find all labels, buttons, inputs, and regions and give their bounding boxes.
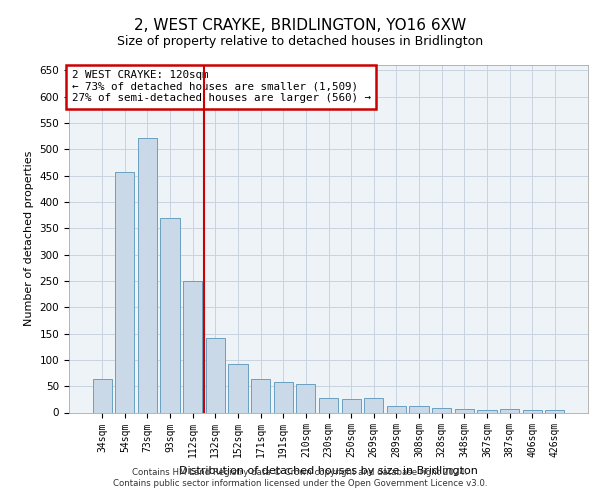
Text: 2, WEST CRAYKE, BRIDLINGTON, YO16 6XW: 2, WEST CRAYKE, BRIDLINGTON, YO16 6XW bbox=[134, 18, 466, 32]
Bar bbox=[500, 409, 519, 412]
X-axis label: Distribution of detached houses by size in Bridlington: Distribution of detached houses by size … bbox=[179, 466, 478, 476]
Text: 2 WEST CRAYKE: 120sqm
← 73% of detached houses are smaller (1,509)
27% of semi-d: 2 WEST CRAYKE: 120sqm ← 73% of detached … bbox=[71, 70, 371, 103]
Bar bbox=[409, 406, 428, 412]
Text: Contains HM Land Registry data © Crown copyright and database right 2024.
Contai: Contains HM Land Registry data © Crown c… bbox=[113, 468, 487, 487]
Text: Size of property relative to detached houses in Bridlington: Size of property relative to detached ho… bbox=[117, 35, 483, 48]
Bar bbox=[92, 380, 112, 412]
Bar bbox=[274, 382, 293, 412]
Y-axis label: Number of detached properties: Number of detached properties bbox=[24, 151, 34, 326]
Bar bbox=[160, 218, 180, 412]
Bar bbox=[319, 398, 338, 412]
Bar bbox=[545, 410, 565, 412]
Bar bbox=[115, 172, 134, 412]
Bar bbox=[206, 338, 225, 412]
Bar bbox=[296, 384, 316, 412]
Bar bbox=[455, 409, 474, 412]
Bar bbox=[364, 398, 383, 412]
Bar bbox=[477, 410, 497, 412]
Bar bbox=[138, 138, 157, 412]
Bar bbox=[341, 399, 361, 412]
Bar bbox=[251, 380, 270, 412]
Bar bbox=[432, 408, 451, 412]
Bar bbox=[183, 281, 202, 412]
Bar bbox=[229, 364, 248, 412]
Bar bbox=[387, 406, 406, 412]
Bar bbox=[523, 410, 542, 412]
